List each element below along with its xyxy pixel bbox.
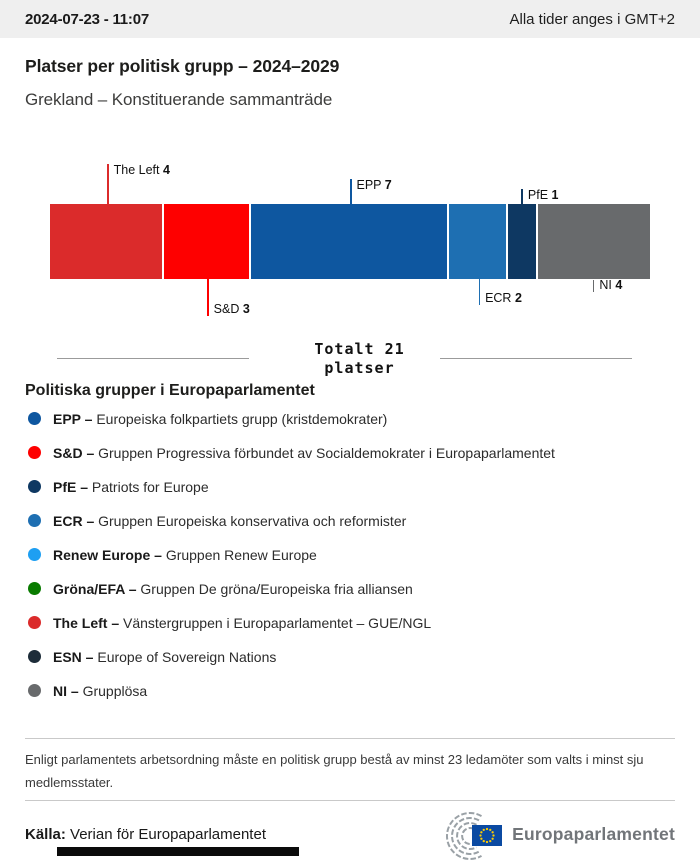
callout-tick (592, 279, 595, 292)
legend-label: ECR – Gruppen Europeiska konservativa oc… (53, 512, 407, 529)
callout-label: S&D 3 (213, 301, 250, 316)
legend-label: The Left – Vänstergruppen i Europaparlam… (53, 614, 432, 631)
horizontal-scrollbar-thumb[interactable] (57, 847, 299, 856)
callout-label: PfE 1 (527, 187, 559, 202)
callout-label: NI 4 (599, 277, 623, 292)
legend-item-ecr: ECR – Gruppen Europeiska konservativa oc… (25, 504, 675, 538)
header-timezone-note: Alla tider anges i GMT+2 (509, 10, 676, 28)
legend-color-dot (28, 548, 41, 562)
page-subtitle: Grekland – Konstituerande sammanträde (25, 89, 333, 109)
total-line2: platser (324, 358, 395, 377)
ep-hemicycle-flag-icon (446, 811, 503, 860)
legend-color-dot (28, 446, 41, 460)
callout-label: ECR 2 (485, 290, 522, 305)
bar-segment-s-d[interactable] (164, 203, 249, 279)
callout-tick (207, 278, 209, 316)
footnote-divider (25, 737, 675, 739)
legend-label: Renew Europe – Gruppen Renew Europe (53, 546, 317, 563)
legend-label: ESN – Europe of Sovereign Nations (53, 648, 277, 665)
callout-tick (521, 188, 523, 204)
bar-segment-pfe[interactable] (507, 203, 536, 279)
source-label: Källa: (25, 826, 66, 844)
legend-list: EPP – Europeiska folkpartiets grupp (kri… (25, 402, 675, 708)
legend-item-epp: EPP – Europeiska folkpartiets grupp (kri… (25, 402, 675, 436)
total-seats-label: Totalt 21 platser (314, 340, 404, 378)
header-datetime: 2024-07-23 - 11:07 (25, 10, 149, 28)
legend-item-esn: ESN – Europe of Sovereign Nations (25, 640, 675, 674)
total-line1: Totalt 21 (314, 339, 405, 358)
eu-flag (472, 824, 503, 846)
callout-the-left: The Left 4 (107, 162, 170, 204)
legend-label: PfE – Patriots for Europe (53, 478, 209, 495)
legend-item-pfe: PfE – Patriots for Europe (25, 470, 675, 504)
legend-label: NI – Grupplösa (53, 682, 148, 699)
source-divider (25, 799, 675, 801)
legend-item-s-d: S&D – Gruppen Progressiva förbundet av S… (25, 436, 675, 470)
footnote: Enligt parlamentets arbetsordning måste … (25, 751, 644, 790)
bar-segment-the-left[interactable] (50, 203, 163, 279)
total-divider-left (57, 358, 250, 360)
legend-label: Gröna/EFA – Gruppen De gröna/Europeiska … (53, 580, 413, 597)
legend-heading: Politiska grupper i Europaparlamentet (25, 381, 315, 399)
callout-ecr: ECR 2 (478, 278, 522, 305)
stacked-bar (50, 203, 650, 279)
page-title: Platser per politisk grupp – 2024–2029 (25, 56, 340, 76)
legend-item-gr-na-efa: Gröna/EFA – Gruppen De gröna/Europeiska … (25, 572, 675, 606)
bar-segment-ni[interactable] (537, 203, 650, 279)
legend-label: EPP – Europeiska folkpartiets grupp (kri… (53, 410, 388, 427)
source-text: Verian för Europaparlamentet (70, 826, 266, 844)
logo-text: Europaparlamentet (512, 824, 675, 845)
bar-segment-epp[interactable] (250, 203, 448, 279)
legend-color-dot (28, 412, 41, 426)
legend-color-dot (28, 514, 41, 528)
legend-color-dot (28, 650, 41, 664)
callout-s-d: S&D 3 (207, 278, 250, 316)
source-row: Källa: Verian för Europaparlamentet Euro… (25, 809, 675, 861)
european-parliament-logo: Europaparlamentet (442, 809, 675, 861)
callout-tick (350, 178, 352, 204)
callout-label: The Left 4 (113, 162, 170, 177)
bar-segment-ecr[interactable] (449, 203, 506, 279)
callout-tick (107, 163, 109, 204)
legend-label: S&D – Gruppen Progressiva förbundet av S… (53, 444, 555, 461)
callout-tick (478, 278, 481, 305)
header-bar: 2024-07-23 - 11:07 Alla tider anges i GM… (0, 0, 700, 38)
seats-chart: The Left 4 S&D 3 EPP 7 ECR 2 PfE 1 NI 4 (50, 162, 650, 318)
content: Platser per politisk grupp – 2024–2029 G… (0, 56, 700, 861)
legend-color-dot (28, 582, 41, 596)
total-divider-right (439, 358, 632, 360)
callout-ni: NI 4 (592, 277, 623, 292)
eu-flag-stars (479, 827, 495, 844)
source-line: Källa: Verian för Europaparlamentet (25, 826, 266, 843)
callout-label: EPP 7 (356, 177, 392, 192)
callout-pfe: PfE 1 (521, 187, 559, 204)
callout-epp: EPP 7 (350, 177, 392, 204)
legend-color-dot (28, 616, 41, 630)
legend-item-the-left: The Left – Vänstergruppen i Europaparlam… (25, 606, 675, 640)
legend-item-ni: NI – Grupplösa (25, 674, 675, 708)
legend-color-dot (28, 480, 41, 494)
legend-color-dot (28, 684, 41, 698)
legend-item-renew-europe: Renew Europe – Gruppen Renew Europe (25, 538, 675, 572)
total-row: Totalt 21 platser (57, 340, 632, 378)
